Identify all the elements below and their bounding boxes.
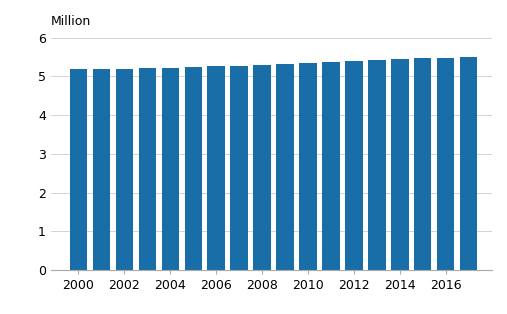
Bar <box>460 57 478 270</box>
Bar <box>368 60 385 270</box>
Bar <box>437 57 454 270</box>
Bar <box>300 63 316 270</box>
Bar <box>345 61 363 270</box>
Bar <box>391 59 409 270</box>
Bar <box>138 68 156 270</box>
Bar <box>254 65 271 270</box>
Bar <box>185 67 202 270</box>
Bar <box>116 69 133 270</box>
Bar <box>231 66 248 270</box>
Bar <box>414 58 431 270</box>
Bar <box>322 62 340 270</box>
Bar <box>162 68 179 270</box>
Bar <box>207 67 225 270</box>
Bar <box>93 69 110 270</box>
Text: Million: Million <box>51 15 91 28</box>
Bar <box>69 69 87 270</box>
Bar <box>276 64 294 270</box>
